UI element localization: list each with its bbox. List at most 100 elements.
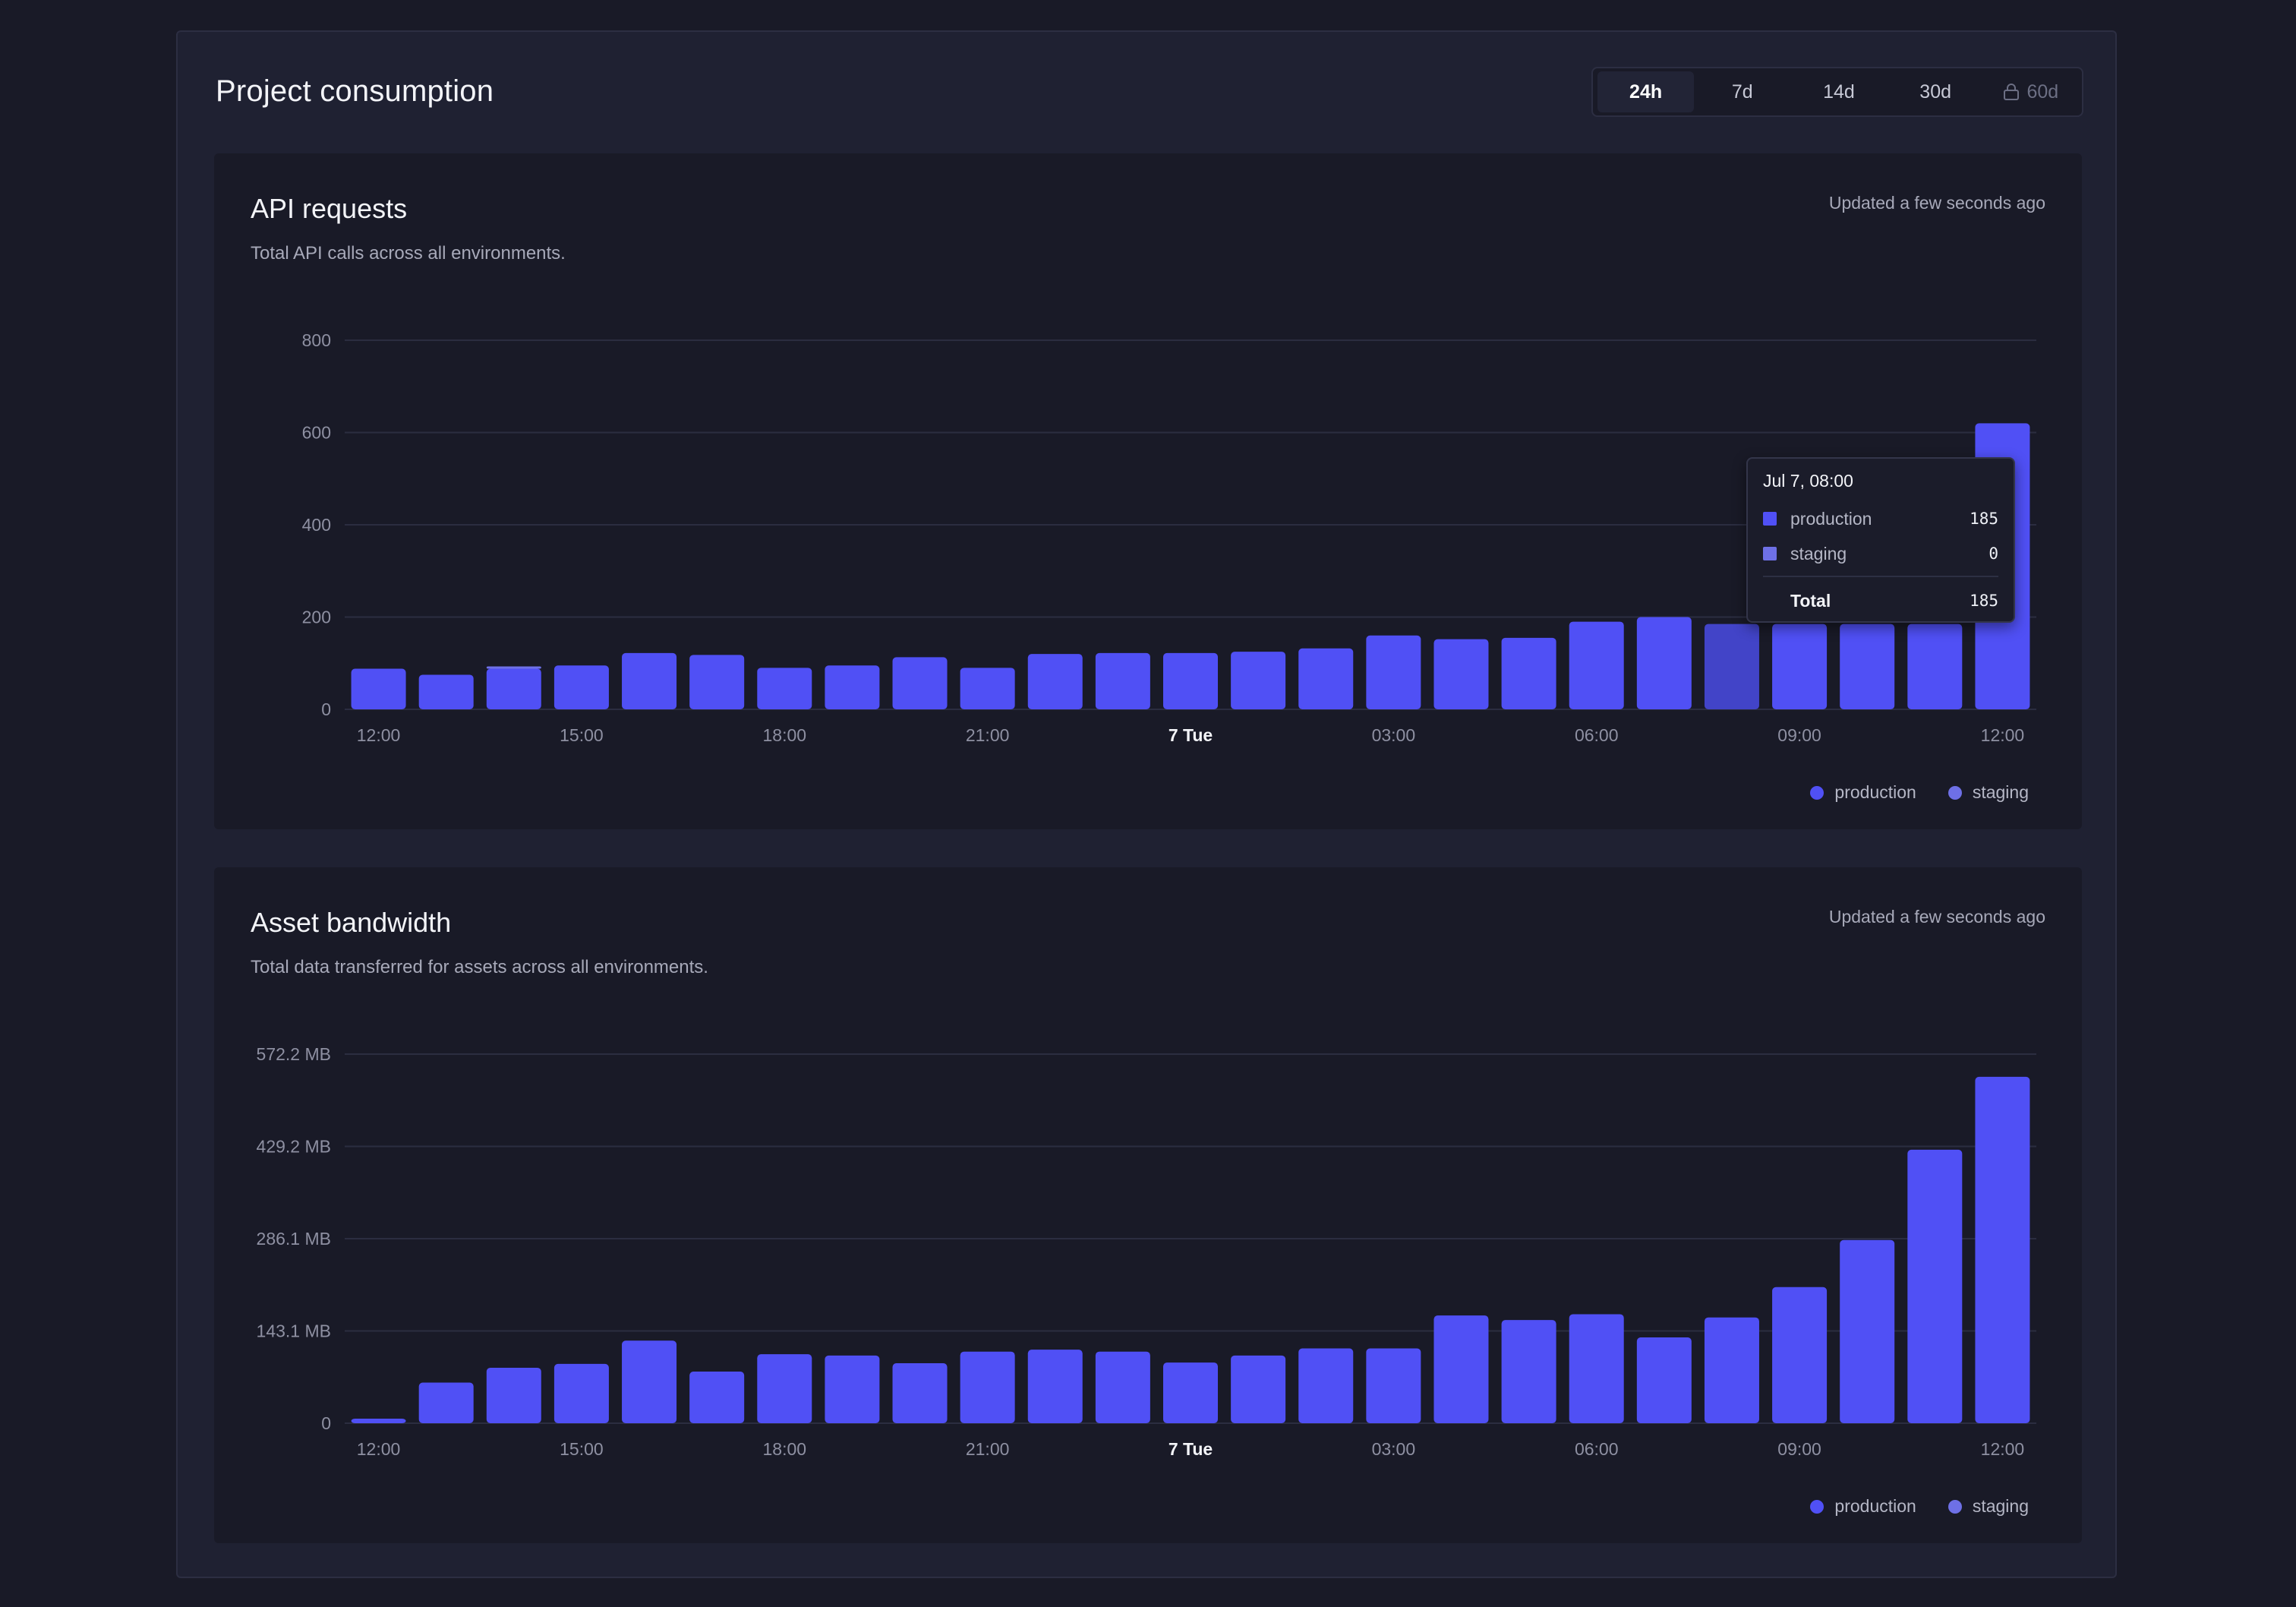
- bar-production[interactable]: [825, 665, 880, 709]
- bar-production[interactable]: [960, 668, 1015, 709]
- bar-production[interactable]: [1231, 652, 1286, 709]
- tooltip-row-value: 185: [1970, 510, 1998, 528]
- bar-production[interactable]: [757, 1354, 812, 1423]
- bar-production[interactable]: [1840, 1239, 1895, 1423]
- legend-item-staging[interactable]: staging: [1948, 1496, 2029, 1517]
- tab-60d[interactable]: 60d: [1984, 71, 2077, 112]
- legend-label: staging: [1972, 1496, 2029, 1516]
- bar-production[interactable]: [689, 655, 745, 709]
- bar-production[interactable]: [960, 1351, 1015, 1423]
- production-dot-icon: [1810, 1499, 1824, 1514]
- legend-item-staging[interactable]: staging: [1948, 782, 2029, 803]
- tab-60d-label: 60d: [2026, 81, 2059, 103]
- legend-item-production[interactable]: production: [1810, 782, 1916, 803]
- bar-production[interactable]: [1433, 1315, 1489, 1423]
- bar-production[interactable]: [1907, 624, 1963, 709]
- bar-production[interactable]: [1772, 1287, 1828, 1423]
- bar-production[interactable]: [1433, 639, 1489, 709]
- card-subtitle: Total data transferred for assets across…: [251, 957, 708, 977]
- bar-production[interactable]: [1704, 624, 1759, 709]
- x-tick-label: 12:00: [1981, 1439, 2025, 1459]
- bar-production[interactable]: [351, 1419, 406, 1423]
- updated-timestamp: Updated a few seconds ago: [1828, 193, 2045, 213]
- time-range-tabs: 24h 7d 14d 30d 60d: [1591, 67, 2083, 117]
- bar-production[interactable]: [1840, 624, 1895, 709]
- bar-production[interactable]: [486, 1367, 541, 1423]
- x-tick-label: 15:00: [560, 725, 604, 745]
- bar-production[interactable]: [1636, 1337, 1692, 1423]
- bar-production[interactable]: [1095, 652, 1150, 709]
- y-tick-label: 600: [302, 423, 331, 443]
- y-tick-label: 800: [302, 330, 331, 350]
- bar-production[interactable]: [1298, 648, 1354, 709]
- x-tick-label: 03:00: [1372, 725, 1416, 745]
- staging-swatch-icon: [1763, 547, 1777, 560]
- bar-production[interactable]: [892, 657, 948, 709]
- y-tick-label: 572.2 MB: [257, 1044, 331, 1064]
- card-title: API requests: [251, 193, 408, 224]
- bar-production[interactable]: [1298, 1348, 1354, 1423]
- bar-production[interactable]: [351, 668, 406, 709]
- consumption-panel: Project consumption 24h 7d 14d 30d 60d A…: [176, 30, 2117, 1578]
- tooltip-row-label: staging: [1790, 543, 1847, 564]
- x-tick-label: 7 Tue: [1168, 1439, 1213, 1459]
- bar-production[interactable]: [892, 1363, 948, 1423]
- tooltip-row-production: production 185: [1763, 507, 1998, 530]
- tab-7d[interactable]: 7d: [1731, 81, 1753, 103]
- bar-production[interactable]: [1095, 1351, 1150, 1423]
- y-tick-label: 143.1 MB: [257, 1321, 331, 1341]
- chart-legend: production staging: [1810, 782, 2029, 803]
- bar-production[interactable]: [1027, 654, 1083, 709]
- x-tick-label: 12:00: [357, 1439, 401, 1459]
- y-tick-label: 400: [302, 515, 331, 535]
- bar-production[interactable]: [757, 668, 812, 709]
- tab-14d[interactable]: 14d: [1823, 81, 1855, 103]
- asset-bandwidth-chart[interactable]: 0 143.1 MB 286.1 MB 429.2 MB 572.2 MB 12:00 15…: [214, 867, 2082, 1475]
- tooltip-total-row: Total 185: [1763, 589, 1998, 612]
- bar-production[interactable]: [1569, 621, 1624, 709]
- card-title: Asset bandwidth: [251, 907, 452, 938]
- bar-production[interactable]: [1501, 1320, 1556, 1423]
- bar-production[interactable]: [554, 665, 609, 709]
- bar-staging[interactable]: [486, 666, 541, 669]
- bar-production[interactable]: [486, 668, 541, 709]
- y-tick-label: 286.1 MB: [257, 1229, 331, 1249]
- y-tick-label: 200: [302, 608, 331, 627]
- x-tick-label: 7 Tue: [1168, 725, 1213, 745]
- x-tick-label: 15:00: [560, 1439, 604, 1459]
- y-tick-label: 0: [321, 1413, 331, 1433]
- bar-production[interactable]: [1027, 1350, 1083, 1423]
- bar-production[interactable]: [1501, 637, 1556, 709]
- tab-30d[interactable]: 30d: [1919, 81, 1952, 103]
- asset-bandwidth-card: Asset bandwidth Total data transferred f…: [214, 867, 2082, 1543]
- legend-label: staging: [1972, 782, 2029, 802]
- bar-production[interactable]: [1704, 1317, 1759, 1423]
- tooltip-row-staging: staging 0: [1763, 542, 1998, 565]
- legend-item-production[interactable]: production: [1810, 1496, 1916, 1517]
- bar-production[interactable]: [1907, 1149, 1963, 1423]
- x-tick-label: 18:00: [762, 725, 806, 745]
- bar-production[interactable]: [622, 1340, 677, 1423]
- updated-timestamp: Updated a few seconds ago: [1828, 907, 2045, 927]
- bar-production[interactable]: [1975, 1076, 2030, 1423]
- x-tick-label: 06:00: [1575, 1439, 1619, 1459]
- bar-production[interactable]: [1636, 617, 1692, 710]
- bar-production[interactable]: [554, 1363, 609, 1423]
- bar-production[interactable]: [825, 1355, 880, 1423]
- bar-production[interactable]: [1163, 1362, 1218, 1423]
- bar-production[interactable]: [689, 1372, 745, 1423]
- production-swatch-icon: [1763, 512, 1777, 526]
- bar-production[interactable]: [1569, 1314, 1624, 1423]
- x-tick-label: 09:00: [1777, 725, 1821, 745]
- bar-production[interactable]: [1366, 1348, 1421, 1423]
- bar-production[interactable]: [1772, 624, 1828, 709]
- bar-production[interactable]: [622, 652, 677, 709]
- bar-production[interactable]: [418, 1382, 474, 1423]
- bar-production[interactable]: [418, 674, 474, 709]
- bar-production[interactable]: [1231, 1355, 1286, 1423]
- bar-production[interactable]: [1163, 652, 1218, 709]
- tooltip-row-label: production: [1790, 508, 1872, 529]
- tab-24h[interactable]: 24h: [1597, 71, 1695, 112]
- x-tick-label: 09:00: [1777, 1439, 1821, 1459]
- bar-production[interactable]: [1366, 635, 1421, 709]
